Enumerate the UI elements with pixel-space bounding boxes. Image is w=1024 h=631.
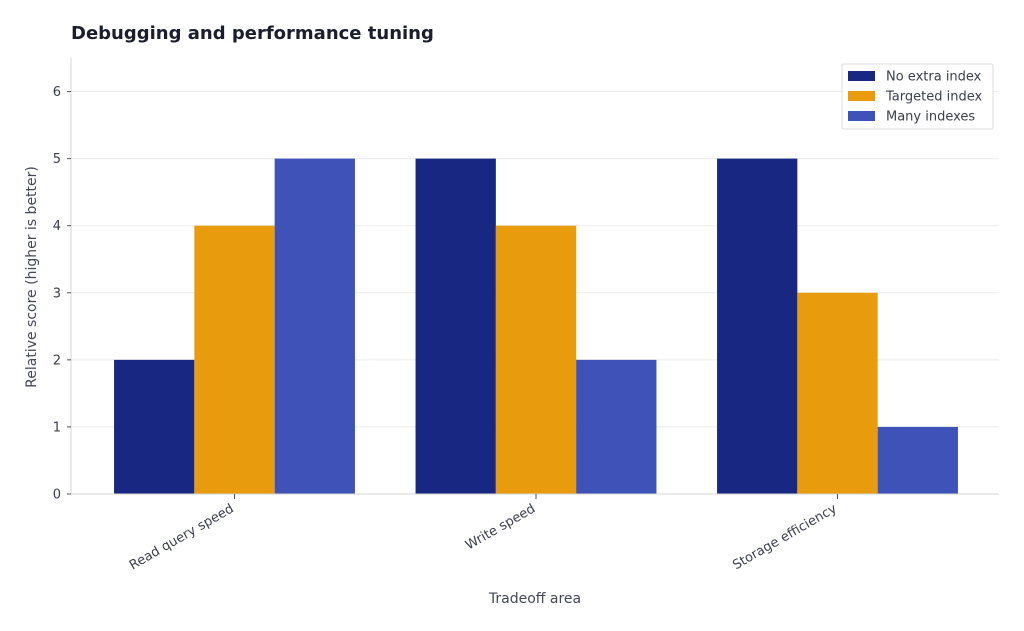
x-ticks: Read query speed Write speed Storage effic… — [127, 494, 840, 573]
legend-swatch — [848, 111, 875, 121]
bar-targeted-index — [194, 225, 275, 494]
y-axis-label: Relative score (higher is better) — [24, 166, 40, 388]
x-tick-label: Write speed — [463, 501, 538, 553]
x-tick-label: Read query speed — [127, 501, 236, 573]
x-axis-label: Tradeoff area — [488, 591, 581, 607]
legend-label: Targeted index — [885, 90, 982, 105]
y-tick-label: 4 — [53, 219, 61, 234]
y-tick-label: 0 — [53, 488, 61, 503]
legend-frame — [841, 63, 994, 130]
bar-targeted-index — [495, 225, 577, 494]
bar-many-indexes — [877, 426, 958, 494]
bar-no-extra-index — [114, 359, 195, 494]
bar-targeted-index — [797, 292, 878, 494]
legend-label: Many indexes — [886, 110, 975, 125]
axes — [70, 58, 999, 495]
y-ticks: 0 1 2 3 4 5 6 — [53, 85, 71, 503]
legend-swatch — [848, 91, 875, 101]
bar-no-extra-index — [717, 158, 798, 494]
bar-no-extra-index — [415, 158, 496, 494]
bars — [114, 158, 958, 494]
legend-swatch — [848, 71, 875, 81]
chart-title: Debugging and performance tuning — [71, 23, 434, 44]
bar-many-indexes — [274, 158, 355, 494]
y-tick-label: 1 — [53, 420, 61, 435]
y-tick-label: 5 — [53, 152, 61, 167]
x-tick-label: Storage efficiency — [730, 501, 839, 573]
bar-many-indexes — [576, 359, 657, 494]
legend: No extra index Targeted index Many indexes — [841, 63, 994, 130]
y-tick-label: 2 — [53, 353, 61, 368]
y-tick-label: 3 — [53, 286, 61, 301]
legend-label: No extra index — [886, 70, 982, 85]
y-tick-label: 6 — [53, 85, 61, 100]
